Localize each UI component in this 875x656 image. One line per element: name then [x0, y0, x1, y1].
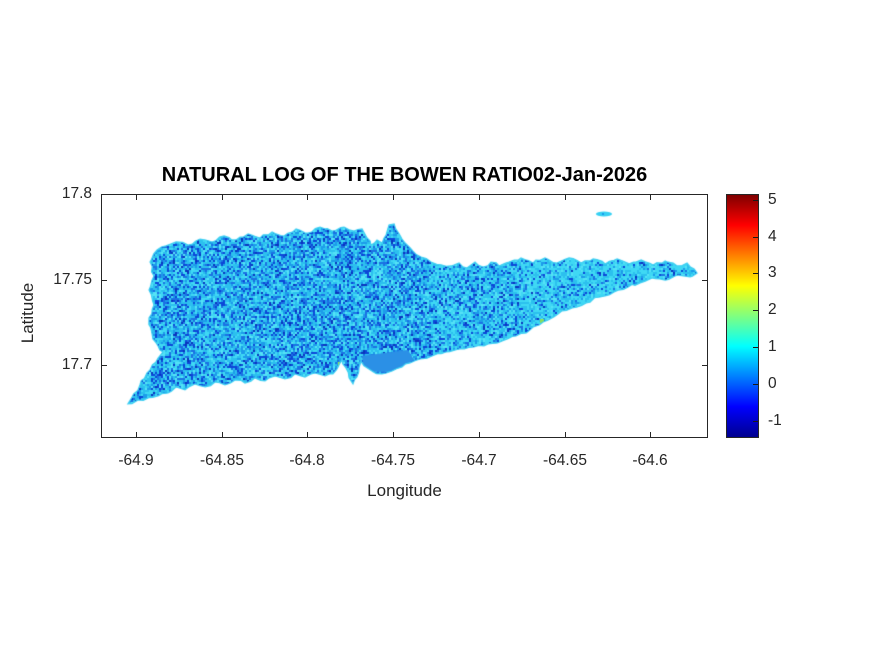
x-tick-bottom: [222, 432, 223, 437]
colorbar-tick-label: 3: [768, 264, 777, 281]
x-tick-top: [136, 195, 137, 200]
x-tick-label: -64.7: [461, 452, 497, 469]
x-tick-label: -64.85: [200, 452, 244, 469]
colorbar-gradient: [727, 195, 758, 437]
colorbar-tick: [753, 347, 758, 348]
x-tick-label: -64.8: [289, 452, 325, 469]
y-tick-right: [702, 365, 707, 366]
y-tick-label: 17.7: [61, 356, 92, 373]
x-tick-bottom: [650, 432, 651, 437]
colorbar-tick-label: 0: [768, 375, 777, 392]
x-tick-label: -64.9: [118, 452, 154, 469]
x-tick-bottom: [136, 432, 137, 437]
x-tick-top: [650, 195, 651, 200]
x-axis-label: Longitude: [367, 481, 442, 500]
x-tick-bottom: [565, 432, 566, 437]
x-tick-top: [479, 195, 480, 200]
axes-box: [101, 194, 708, 438]
colorbar-tick: [753, 384, 758, 385]
x-tick-bottom: [307, 432, 308, 437]
x-tick-top: [307, 195, 308, 200]
colorbar-tick: [753, 237, 758, 238]
x-tick-top: [393, 195, 394, 200]
y-tick-label: 17.75: [53, 271, 92, 288]
y-tick-right: [702, 194, 707, 195]
y-tick-left: [102, 280, 107, 281]
x-tick-top: [222, 195, 223, 200]
x-tick-label: -64.65: [543, 452, 587, 469]
x-tick-top: [565, 195, 566, 200]
plot-title: NATURAL LOG OF THE BOWEN RATIO02-Jan-202…: [161, 164, 648, 186]
colorbar-tick-label: 1: [768, 338, 777, 355]
colorbar-tick: [753, 310, 758, 311]
colorbar-tick-label: 4: [768, 228, 777, 245]
colorbar-tick: [753, 421, 758, 422]
x-tick-label: -64.6: [632, 452, 668, 469]
y-tick-right: [702, 280, 707, 281]
colorbar-tick-label: 2: [768, 301, 777, 318]
x-tick-bottom: [479, 432, 480, 437]
y-tick-left: [102, 194, 107, 195]
colorbar-tick: [753, 273, 758, 274]
y-axis-label: Latitude: [18, 282, 37, 344]
colorbar-tick: [753, 200, 758, 201]
y-tick-left: [102, 365, 107, 366]
y-tick-label: 17.8: [61, 185, 92, 202]
colorbar-tick-label: -1: [768, 412, 782, 429]
colorbar-tick-label: 5: [768, 191, 777, 208]
x-tick-label: -64.75: [371, 452, 415, 469]
colorbar: [726, 194, 759, 438]
x-tick-bottom: [393, 432, 394, 437]
